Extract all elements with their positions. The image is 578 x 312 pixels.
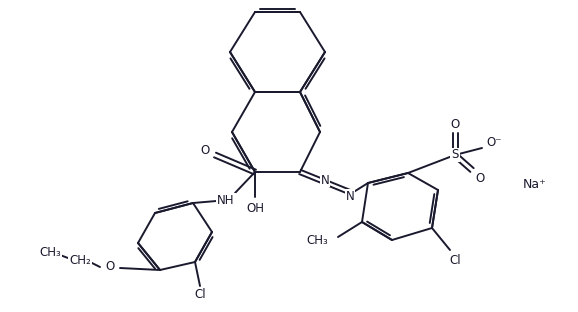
Text: OH: OH xyxy=(246,202,264,215)
Text: O: O xyxy=(201,144,210,157)
Text: CH₂: CH₂ xyxy=(69,253,91,266)
Text: N: N xyxy=(346,189,354,202)
Text: Cl: Cl xyxy=(194,289,206,301)
Text: O⁻: O⁻ xyxy=(486,137,502,149)
Text: N: N xyxy=(321,173,329,187)
Text: CH₃: CH₃ xyxy=(306,233,328,246)
Text: Cl: Cl xyxy=(449,253,461,266)
Text: CH₃: CH₃ xyxy=(39,246,61,260)
Text: NH: NH xyxy=(217,193,235,207)
Text: Na⁺: Na⁺ xyxy=(523,178,547,192)
Text: O: O xyxy=(105,261,114,274)
Text: S: S xyxy=(451,149,459,162)
Text: O: O xyxy=(475,172,484,184)
Text: O: O xyxy=(450,118,460,130)
